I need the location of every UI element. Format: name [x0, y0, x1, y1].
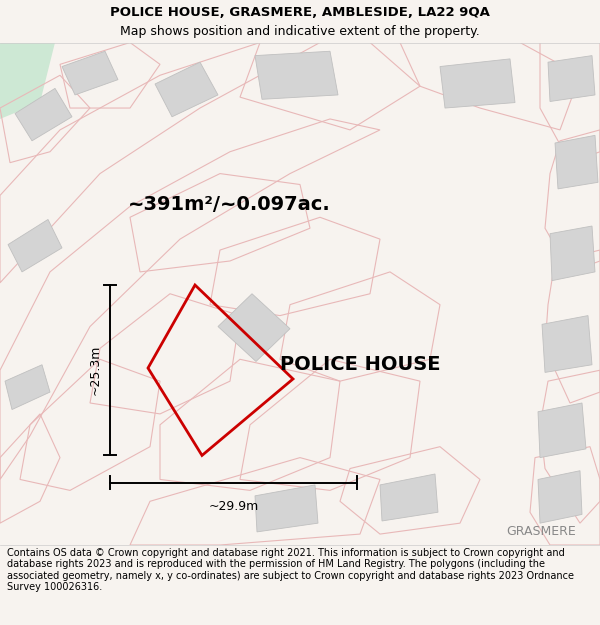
Polygon shape [0, 42, 55, 119]
Polygon shape [155, 62, 218, 117]
Polygon shape [218, 294, 290, 361]
Text: ~25.3m: ~25.3m [89, 345, 102, 396]
Polygon shape [8, 219, 62, 272]
Text: POLICE HOUSE, GRASMERE, AMBLESIDE, LA22 9QA: POLICE HOUSE, GRASMERE, AMBLESIDE, LA22 … [110, 6, 490, 19]
Polygon shape [538, 403, 586, 458]
Polygon shape [555, 136, 598, 189]
Text: ~391m²/~0.097ac.: ~391m²/~0.097ac. [128, 194, 331, 214]
Polygon shape [380, 474, 438, 521]
Text: ~29.9m: ~29.9m [208, 500, 259, 513]
Polygon shape [15, 88, 72, 141]
Polygon shape [255, 51, 338, 99]
Polygon shape [62, 51, 118, 95]
Polygon shape [440, 59, 515, 108]
Polygon shape [542, 316, 592, 372]
Text: POLICE HOUSE: POLICE HOUSE [280, 355, 440, 374]
Polygon shape [538, 471, 582, 523]
Polygon shape [5, 365, 50, 409]
Polygon shape [550, 226, 595, 281]
Text: Map shows position and indicative extent of the property.: Map shows position and indicative extent… [120, 25, 480, 38]
Text: Contains OS data © Crown copyright and database right 2021. This information is : Contains OS data © Crown copyright and d… [7, 548, 574, 592]
Polygon shape [255, 485, 318, 532]
Text: GRASMERE: GRASMERE [506, 526, 576, 538]
Polygon shape [548, 56, 595, 101]
